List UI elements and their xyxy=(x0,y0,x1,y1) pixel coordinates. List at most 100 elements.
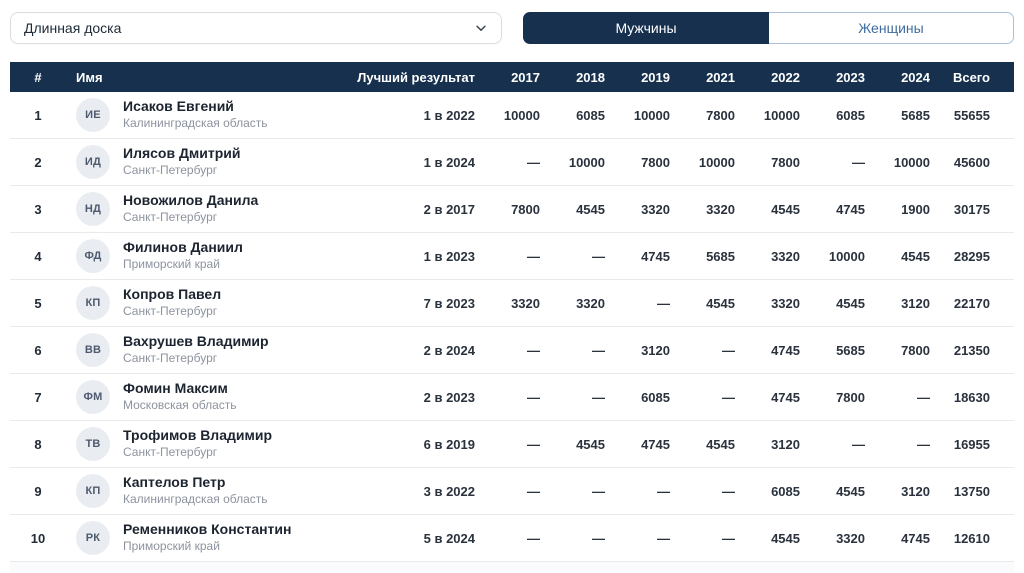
best-result-cell: 5 в 2024 xyxy=(423,530,475,546)
year-2022-cell: 3120 xyxy=(771,436,800,452)
best-result-cell: 2 в 2017 xyxy=(423,201,475,217)
table-row[interactable]: 2 ИД Илясов Дмитрий Санкт-Петербург 1 в … xyxy=(10,139,1014,186)
total-cell: 30175 xyxy=(953,201,990,217)
year-2022-cell: 7800 xyxy=(771,154,800,170)
year-2024-cell: 5685 xyxy=(901,107,930,123)
tab-men[interactable]: Мужчины xyxy=(523,12,769,44)
year-2022-cell: 4745 xyxy=(771,342,800,358)
rank-cell: 7 xyxy=(34,389,42,405)
year-2024-cell: 4745 xyxy=(901,530,930,546)
year-2017-cell: — xyxy=(527,389,540,405)
athlete-info: Каптелов Петр Калининградская область xyxy=(123,474,268,508)
year-2024-cell: 4545 xyxy=(901,248,930,264)
athlete-cell: НД Новожилов Данила Санкт-Петербург xyxy=(66,192,325,226)
year-2017-cell: — xyxy=(527,154,540,170)
column-header-2019: 2019 xyxy=(641,69,670,85)
year-2019-cell: 4745 xyxy=(641,436,670,452)
athlete-region: Калининградская область xyxy=(123,492,268,507)
table-row[interactable]: 10 РК Ременников Константин Приморский к… xyxy=(10,515,1014,562)
athlete-cell: ИД Илясов Дмитрий Санкт-Петербург xyxy=(66,145,325,179)
year-2018-cell: 6085 xyxy=(576,107,605,123)
athlete-info: Илясов Дмитрий Санкт-Петербург xyxy=(123,145,241,179)
athlete-cell: КП Каптелов Петр Калининградская область xyxy=(66,474,325,508)
year-2019-cell: 10000 xyxy=(633,107,670,123)
year-2017-cell: — xyxy=(527,248,540,264)
table-row[interactable]: 1 ИЕ Исаков Евгений Калининградская обла… xyxy=(10,92,1014,139)
column-header-total: Всего xyxy=(952,69,990,85)
rankings-table: # Имя Лучший результат 2017 2018 2019 20… xyxy=(10,62,1014,562)
table-row[interactable]: 6 ВВ Вахрушев Владимир Санкт-Петербург 2… xyxy=(10,327,1014,374)
athlete-name: Исаков Евгений xyxy=(123,97,234,114)
rank-cell: 8 xyxy=(34,436,42,452)
athlete-name: Илясов Дмитрий xyxy=(123,144,241,161)
athlete-info: Фомин Максим Московская область xyxy=(123,380,237,414)
year-2021-cell: 4545 xyxy=(706,436,735,452)
athlete-name: Трофимов Владимир xyxy=(123,426,272,443)
table-row[interactable]: 7 ФМ Фомин Максим Московская область 2 в… xyxy=(10,374,1014,421)
year-2023-cell: 4545 xyxy=(836,295,865,311)
athlete-info: Новожилов Данила Санкт-Петербург xyxy=(123,192,258,226)
filter-bar: Длинная доска Мужчины Женщины xyxy=(10,12,1014,44)
year-2017-cell: 10000 xyxy=(503,107,540,123)
column-header-name: Имя xyxy=(76,69,103,85)
gender-tabs: Мужчины Женщины xyxy=(523,12,1014,44)
athlete-region: Санкт-Петербург xyxy=(123,163,218,178)
year-2023-cell: 10000 xyxy=(828,248,865,264)
year-2018-cell: — xyxy=(592,389,605,405)
total-cell: 21350 xyxy=(953,342,990,358)
athlete-region: Санкт-Петербург xyxy=(123,445,218,460)
athlete-region: Санкт-Петербург xyxy=(123,351,218,366)
best-result-cell: 2 в 2024 xyxy=(423,342,475,358)
year-2017-cell: — xyxy=(527,436,540,452)
table-row[interactable]: 3 НД Новожилов Данила Санкт-Петербург 2 … xyxy=(10,186,1014,233)
table-row[interactable]: 4 ФД Филинов Даниил Приморский край 1 в … xyxy=(10,233,1014,280)
athlete-name: Новожилов Данила xyxy=(123,191,259,208)
athlete-name: Каптелов Петр xyxy=(123,473,226,490)
total-cell: 55655 xyxy=(953,107,990,123)
athlete-region: Приморский край xyxy=(123,257,220,272)
year-2023-cell: 4745 xyxy=(836,201,865,217)
year-2024-cell: 3120 xyxy=(901,483,930,499)
avatar: ВВ xyxy=(76,333,110,367)
year-2024-cell: 10000 xyxy=(893,154,930,170)
year-2021-cell: — xyxy=(722,389,735,405)
best-result-cell: 6 в 2019 xyxy=(423,436,475,452)
year-2024-cell: — xyxy=(917,436,930,452)
table-row[interactable]: 9 КП Каптелов Петр Калининградская облас… xyxy=(10,468,1014,515)
column-header-best: Лучший результат xyxy=(357,69,475,85)
athlete-cell: ИЕ Исаков Евгений Калининградская област… xyxy=(66,98,325,132)
total-cell: 22170 xyxy=(953,295,990,311)
athlete-name: Вахрушев Владимир xyxy=(123,332,269,349)
avatar: ФМ xyxy=(76,380,110,414)
year-2018-cell: — xyxy=(592,342,605,358)
year-2021-cell: 3320 xyxy=(706,201,735,217)
athlete-info: Копров Павел Санкт-Петербург xyxy=(123,286,221,320)
year-2018-cell: 4545 xyxy=(576,436,605,452)
discipline-select[interactable]: Длинная доска xyxy=(10,12,502,44)
year-2019-cell: — xyxy=(657,530,670,546)
year-2023-cell: 7800 xyxy=(836,389,865,405)
total-cell: 12610 xyxy=(953,530,990,546)
best-result-cell: 3 в 2022 xyxy=(423,483,475,499)
year-2022-cell: 3320 xyxy=(771,295,800,311)
athlete-cell: ТВ Трофимов Владимир Санкт-Петербург xyxy=(66,427,325,461)
table-row[interactable]: 8 ТВ Трофимов Владимир Санкт-Петербург 6… xyxy=(10,421,1014,468)
tab-women[interactable]: Женщины xyxy=(769,12,1014,44)
year-2021-cell: 10000 xyxy=(698,154,735,170)
athlete-name: Ременников Константин xyxy=(123,520,292,537)
athlete-cell: КП Копров Павел Санкт-Петербург xyxy=(66,286,325,320)
year-2023-cell: 4545 xyxy=(836,483,865,499)
athlete-name: Фомин Максим xyxy=(123,379,228,396)
year-2019-cell: — xyxy=(657,483,670,499)
athlete-name: Филинов Даниил xyxy=(123,238,243,255)
year-2024-cell: — xyxy=(917,389,930,405)
avatar: ИД xyxy=(76,145,110,179)
year-2023-cell: — xyxy=(852,154,865,170)
rank-cell: 1 xyxy=(34,107,42,123)
total-cell: 28295 xyxy=(953,248,990,264)
year-2018-cell: 4545 xyxy=(576,201,605,217)
avatar: ИЕ xyxy=(76,98,110,132)
athlete-region: Санкт-Петербург xyxy=(123,210,218,225)
table-row[interactable]: 5 КП Копров Павел Санкт-Петербург 7 в 20… xyxy=(10,280,1014,327)
athlete-cell: ФД Филинов Даниил Приморский край xyxy=(66,239,325,273)
